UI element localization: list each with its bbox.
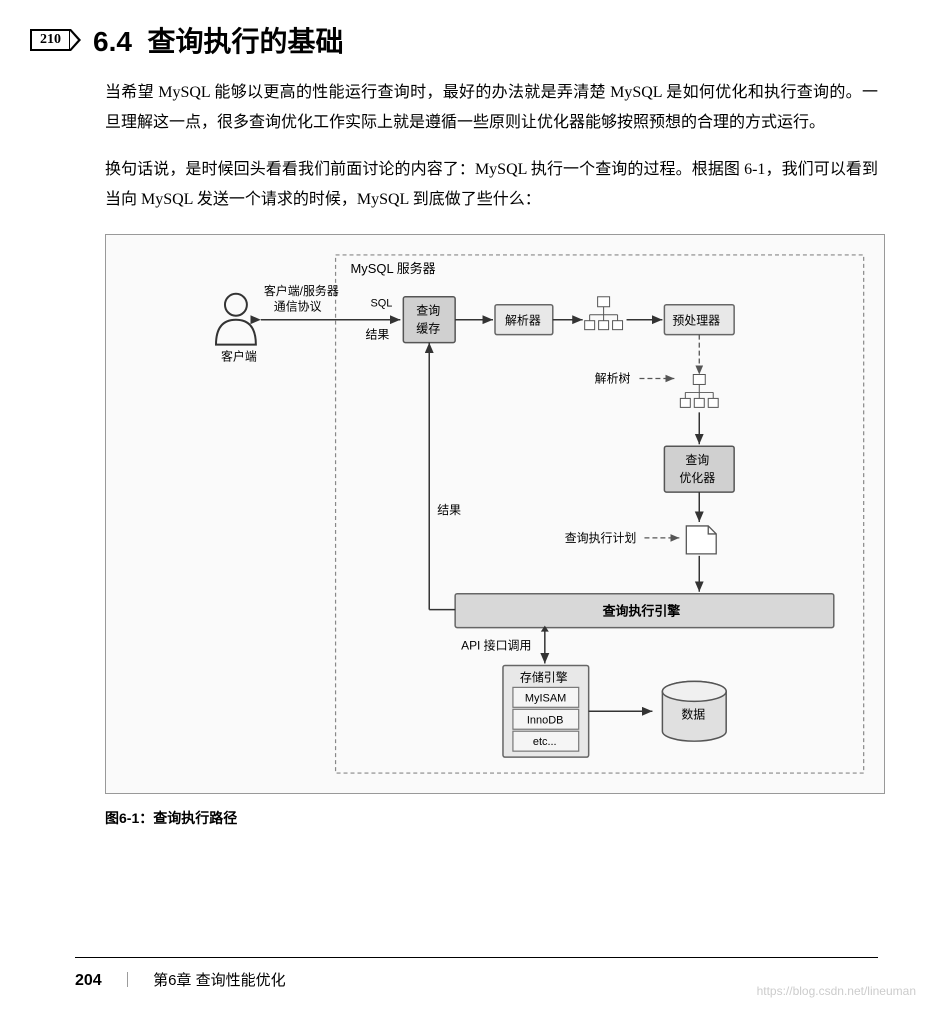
exec-plan-label: 查询执行计划: [565, 530, 637, 544]
server-label: MySQL 服务器: [351, 260, 436, 275]
client-icon: [216, 293, 256, 344]
figure-caption: 图6-1：查询执行路径: [105, 808, 878, 828]
watermark: https://blog.csdn.net/lineuman: [757, 984, 916, 998]
body-para-2: 换句话说，是时候回头看看我们前面讨论的内容了：MySQL 执行一个查询的过程。根…: [105, 155, 878, 216]
data-label: 数据: [681, 706, 705, 721]
api-call-label: API 接口调用: [461, 637, 531, 652]
page-footer: 204 ｜ 第6章 查询性能优化: [75, 969, 286, 990]
page-badge: 210: [30, 29, 71, 51]
exec-engine-text: 查询执行引擎: [602, 603, 681, 618]
optimizer-text-1: 查询: [685, 453, 709, 467]
section-heading: 6.4 查询执行的基础: [93, 20, 344, 60]
client-label: 客户端: [221, 348, 257, 363]
optimizer-text-2: 优化器: [679, 471, 715, 485]
cache-text-2: 缓存: [416, 321, 440, 335]
parse-tree-icon-1: [585, 296, 623, 329]
document-icon: [686, 526, 716, 554]
protocol-label-1: 客户端/服务器: [264, 282, 339, 297]
parser-text: 解析器: [505, 313, 541, 327]
parse-tree-label: 解析树: [595, 370, 631, 385]
sql-label: SQL: [370, 297, 392, 309]
parse-tree-icon-2: [680, 374, 718, 407]
figure-container: MySQL 服务器 客户端 客户端/服务器 通信协议 SQL 结果 查询 缓存: [105, 234, 878, 828]
body-para-1: 当希望 MySQL 能够以更高的性能运行查询时，最好的办法就是弄清楚 MySQL…: [105, 78, 878, 139]
storage-title: 存储引擎: [520, 669, 568, 684]
cache-text-1: 查询: [416, 303, 440, 317]
result-label-2: 结果: [437, 503, 461, 517]
footer-chapter: 第6章 查询性能优化: [153, 972, 286, 989]
preprocessor-text: 预处理器: [672, 313, 720, 327]
footer-separator: ｜: [120, 972, 135, 989]
section-title: 查询执行的基础: [148, 26, 344, 57]
result-label-1: 结果: [365, 327, 389, 341]
section-number: 6.4: [93, 26, 132, 57]
storage-engine-1-text: InnoDB: [527, 714, 564, 726]
footer-rule: [75, 957, 878, 958]
section-heading-row: 210 6.4 查询执行的基础: [30, 20, 878, 60]
storage-engine-2-text: etc...: [533, 736, 557, 748]
storage-engine-0-text: MyISAM: [525, 692, 566, 704]
footer-page-number: 204: [75, 972, 102, 989]
protocol-label-2: 通信协议: [274, 298, 322, 313]
diagram: MySQL 服务器 客户端 客户端/服务器 通信协议 SQL 结果 查询 缓存: [105, 234, 885, 794]
